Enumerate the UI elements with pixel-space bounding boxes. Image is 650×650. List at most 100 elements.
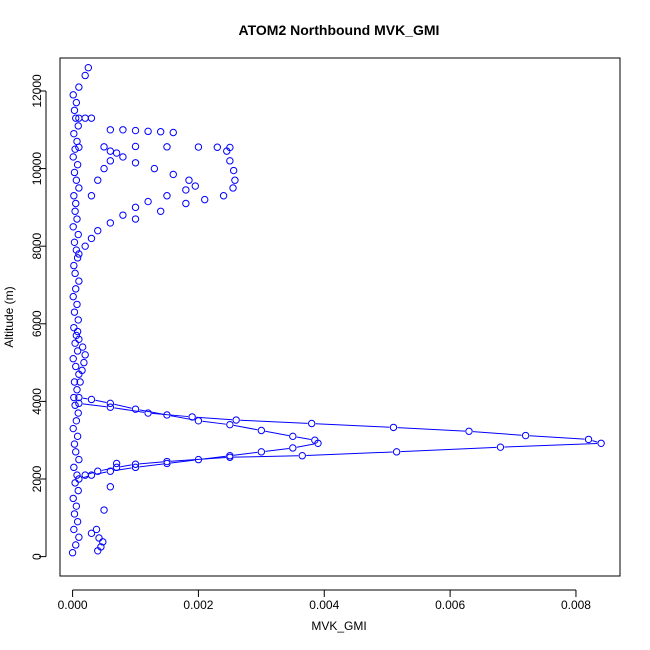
data-point [70,463,78,472]
data-point [78,366,86,375]
series-line-segment [82,397,88,400]
data-point [71,145,79,153]
series-line-segment [529,435,585,440]
data-point [72,541,80,549]
data-point [182,199,190,208]
series-line-segment [265,430,289,437]
data-point [70,510,79,518]
data-point [72,362,80,371]
data-point [131,460,140,468]
data-point [144,409,152,417]
plot-area-frame [59,57,621,577]
data-point [71,207,79,215]
x-tick-label: 0.006 [435,598,465,612]
data-point [112,459,121,468]
y-tick-label: 0 [30,553,44,560]
series-line-segment [296,443,315,448]
data-point [163,459,171,468]
data-point [73,432,82,441]
data-point [289,432,297,441]
data-point [119,153,127,161]
data-point [70,106,79,115]
data-point [298,452,306,460]
data-point [169,170,177,179]
series-line-segment [101,467,113,471]
data-point [232,416,240,424]
data-point [74,316,82,324]
data-point [75,335,83,344]
data-point [219,192,228,200]
data-point [74,230,82,239]
data-point [78,343,87,351]
data-point [84,64,93,72]
data-point [112,463,121,472]
data-point [71,401,79,409]
y-axis-label: Altitude (m) [2,286,16,347]
y-tick-label: 2000 [30,465,44,492]
series-line-segment [233,455,299,458]
data-point [100,143,108,151]
y-axis: 0 2000 4000 6000 8000 10000 12000 [30,74,47,560]
data-point [94,226,102,235]
data-point [201,195,209,204]
data-point [131,405,140,413]
data-point [156,207,165,215]
data-point [226,453,234,461]
data-point [131,126,140,135]
data-point [69,153,77,161]
x-tick-label: 0.004 [309,598,339,612]
data-point [72,448,80,456]
data-point [70,525,78,534]
data-point [70,192,78,200]
data-point [106,483,115,491]
series-line-segment [306,451,393,457]
data-point [314,439,322,447]
data-point [156,128,165,136]
data-point [71,479,79,487]
data-point [169,128,177,137]
x-tick-label: 0.002 [183,598,213,612]
data-point [73,471,81,479]
data-point [226,157,234,165]
series-line-segment [114,403,132,409]
data-point [496,443,505,451]
data-point [112,149,121,157]
data-point [76,378,84,386]
x-axis-label: MVK_GMI [311,619,366,633]
series-line-segment [592,440,598,443]
data-point [81,242,89,250]
data-point [70,393,78,402]
series-line-segment [315,423,390,428]
data-point [389,423,398,432]
data-point [97,543,105,551]
data-point [94,176,102,184]
data-point [70,308,79,316]
data-point [95,534,103,542]
data-point [73,300,81,309]
series-line-segment [196,416,233,421]
data-point [70,440,79,448]
series-line-segment [472,431,522,436]
series-line-segment [265,447,289,452]
x-axis: 0.000 0.002 0.004 0.006 0.008 [58,589,591,612]
data-point [74,409,82,417]
data-point [73,347,82,355]
data-point [73,215,81,223]
data-point [75,475,83,483]
y-tick-label: 8000 [30,233,44,260]
series-line-segment [170,459,195,464]
data-point [80,358,88,367]
data-point [213,143,222,151]
series-line-segment [139,461,164,465]
data-point [73,386,81,394]
data-point [73,254,82,262]
data-point [68,549,77,557]
data-point [70,129,78,138]
data-point [87,234,96,243]
chart-title: ATOM2 Northbound MVK_GMI [239,22,440,38]
data-point [131,159,140,167]
series-group [68,64,605,557]
data-point [69,494,77,503]
data-point [257,448,266,456]
